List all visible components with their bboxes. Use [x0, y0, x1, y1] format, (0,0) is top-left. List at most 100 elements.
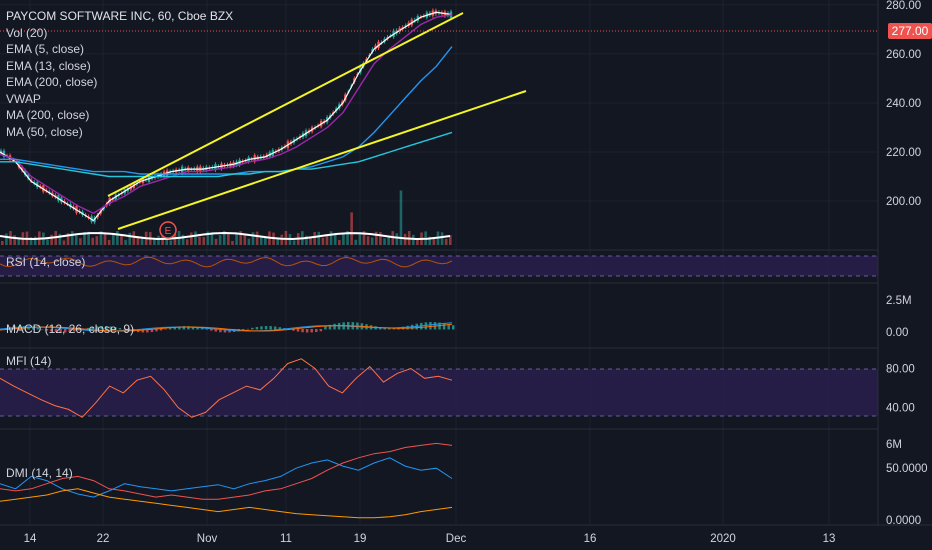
volume-bar [103, 232, 107, 245]
legend-item-ma200[interactable]: MA (200, close) [6, 108, 90, 122]
volume-bar [399, 190, 403, 245]
macd-bar [178, 326, 181, 330]
volume-bar [370, 237, 374, 245]
earnings-marker[interactable]: E [159, 221, 177, 239]
volume-bar [157, 235, 160, 245]
volume-ma-line [0, 231, 451, 241]
volume-bar [132, 231, 136, 245]
volume-bar [264, 236, 267, 245]
ma-line-3 [0, 131, 453, 178]
volume-bar [403, 233, 407, 245]
rsi-pane-label[interactable]: RSI (14, close) [6, 255, 86, 269]
volume-bar [383, 238, 386, 245]
legend-item-vwap[interactable]: VWAP [6, 91, 41, 106]
volume-bar [99, 231, 103, 245]
time-tick-label: 2020 [710, 533, 736, 545]
volume-bar [181, 234, 185, 245]
legend-item-ema5[interactable]: EMA (5, close) [6, 42, 85, 56]
macd-bar [109, 326, 113, 330]
volume-bar [79, 238, 82, 245]
macd-bar [200, 328, 204, 330]
macd-bar [424, 322, 428, 330]
price-axis[interactable]: 200.00 220.00 240.00 260.00 280.00 0.00 2.5M 40… [886, 0, 928, 527]
volume-bar [214, 238, 218, 245]
volume-bar [325, 236, 329, 245]
candle-body [17, 162, 21, 168]
legend-item-ema200[interactable]: EMA (200, close) [6, 75, 98, 89]
symbol-title[interactable]: PAYCOM SOFTWARE INC, 60, Cboe BZX [6, 9, 234, 23]
volume-bar [449, 235, 452, 245]
volume-bar [120, 234, 123, 245]
upper-trendline[interactable] [107, 12, 464, 197]
volume-bar [116, 231, 119, 245]
macd-bar [214, 329, 218, 332]
macd-bar [159, 329, 163, 331]
lower-trendline[interactable] [117, 90, 527, 230]
macd-tick-label: 2.5M [886, 295, 912, 307]
volume-bar [206, 231, 210, 245]
volume-bar [379, 232, 382, 245]
volume-bar [128, 232, 132, 245]
volume-bar [210, 232, 214, 245]
volume-bar [1, 241, 4, 245]
legend-item-ma50[interactable]: MA (50, close) [6, 124, 83, 139]
volume-bar [231, 240, 234, 245]
volume-bar [346, 231, 349, 245]
macd-bar [260, 326, 263, 330]
volume-bar [218, 235, 222, 245]
volume-bar [333, 232, 337, 245]
macd-bar [191, 326, 195, 330]
ma-line-2 [0, 46, 453, 175]
rsi-band [0, 256, 878, 276]
candle-body [26, 174, 30, 179]
macd-pane-label[interactable]: MACD (12, 26, close, 9) [6, 322, 135, 336]
volume-bar [70, 231, 74, 245]
time-tick-label: 14 [24, 533, 37, 545]
legend-item-ema13[interactable]: EMA (13, close) [6, 58, 91, 73]
pane-separators [0, 249, 878, 430]
macd-bar [73, 329, 76, 332]
volume-bar [190, 232, 193, 245]
dmi-pane-label[interactable]: DMI (14, 14) [6, 466, 73, 480]
volume-bar [62, 240, 66, 245]
volume-bar [255, 231, 259, 245]
dmi-tick-label: 0.0000 [886, 515, 921, 527]
macd-bar [442, 323, 446, 330]
volume-bar [140, 237, 144, 245]
volume-bar [342, 234, 345, 245]
macd-bar [319, 329, 323, 332]
dmi-tick-label: 50.0000 [886, 463, 928, 475]
macd-bar [187, 326, 190, 330]
volume-bar [317, 231, 321, 245]
macd-bar [315, 329, 318, 332]
volume-bar [198, 236, 201, 245]
legend-item-volume[interactable]: Vol (20) [6, 25, 48, 40]
mfi-pane-label[interactable]: MFI (14) [6, 354, 52, 368]
candle-body [20, 167, 24, 171]
macd-signal-line [0, 323, 453, 332]
macd-bar [301, 329, 304, 333]
volume-bar [5, 233, 8, 245]
time-tick-label: Nov [197, 533, 218, 545]
volume-bar [309, 238, 312, 245]
macd-bar [264, 326, 268, 330]
macd-bar [388, 327, 391, 330]
macd-bar [36, 327, 40, 330]
ma-line-1 [0, 14, 453, 214]
time-tick-label: 13 [823, 533, 836, 545]
macd-bar [123, 329, 126, 330]
volume-bar [227, 233, 230, 245]
candle-body [23, 170, 27, 175]
volume-bar [74, 235, 78, 245]
ma-line-0 [0, 11, 453, 222]
mfi-lines [0, 358, 453, 418]
volume-bar [440, 232, 444, 245]
volume-bar [50, 234, 53, 245]
macd-bar [429, 322, 432, 330]
macd-bar [118, 328, 122, 330]
time-axis[interactable]: 14 22 Nov 11 19 Dec 16 2020 13 [24, 533, 836, 545]
macd-bar [251, 327, 254, 330]
macd-bar [452, 325, 455, 330]
macd-bar [241, 329, 245, 331]
